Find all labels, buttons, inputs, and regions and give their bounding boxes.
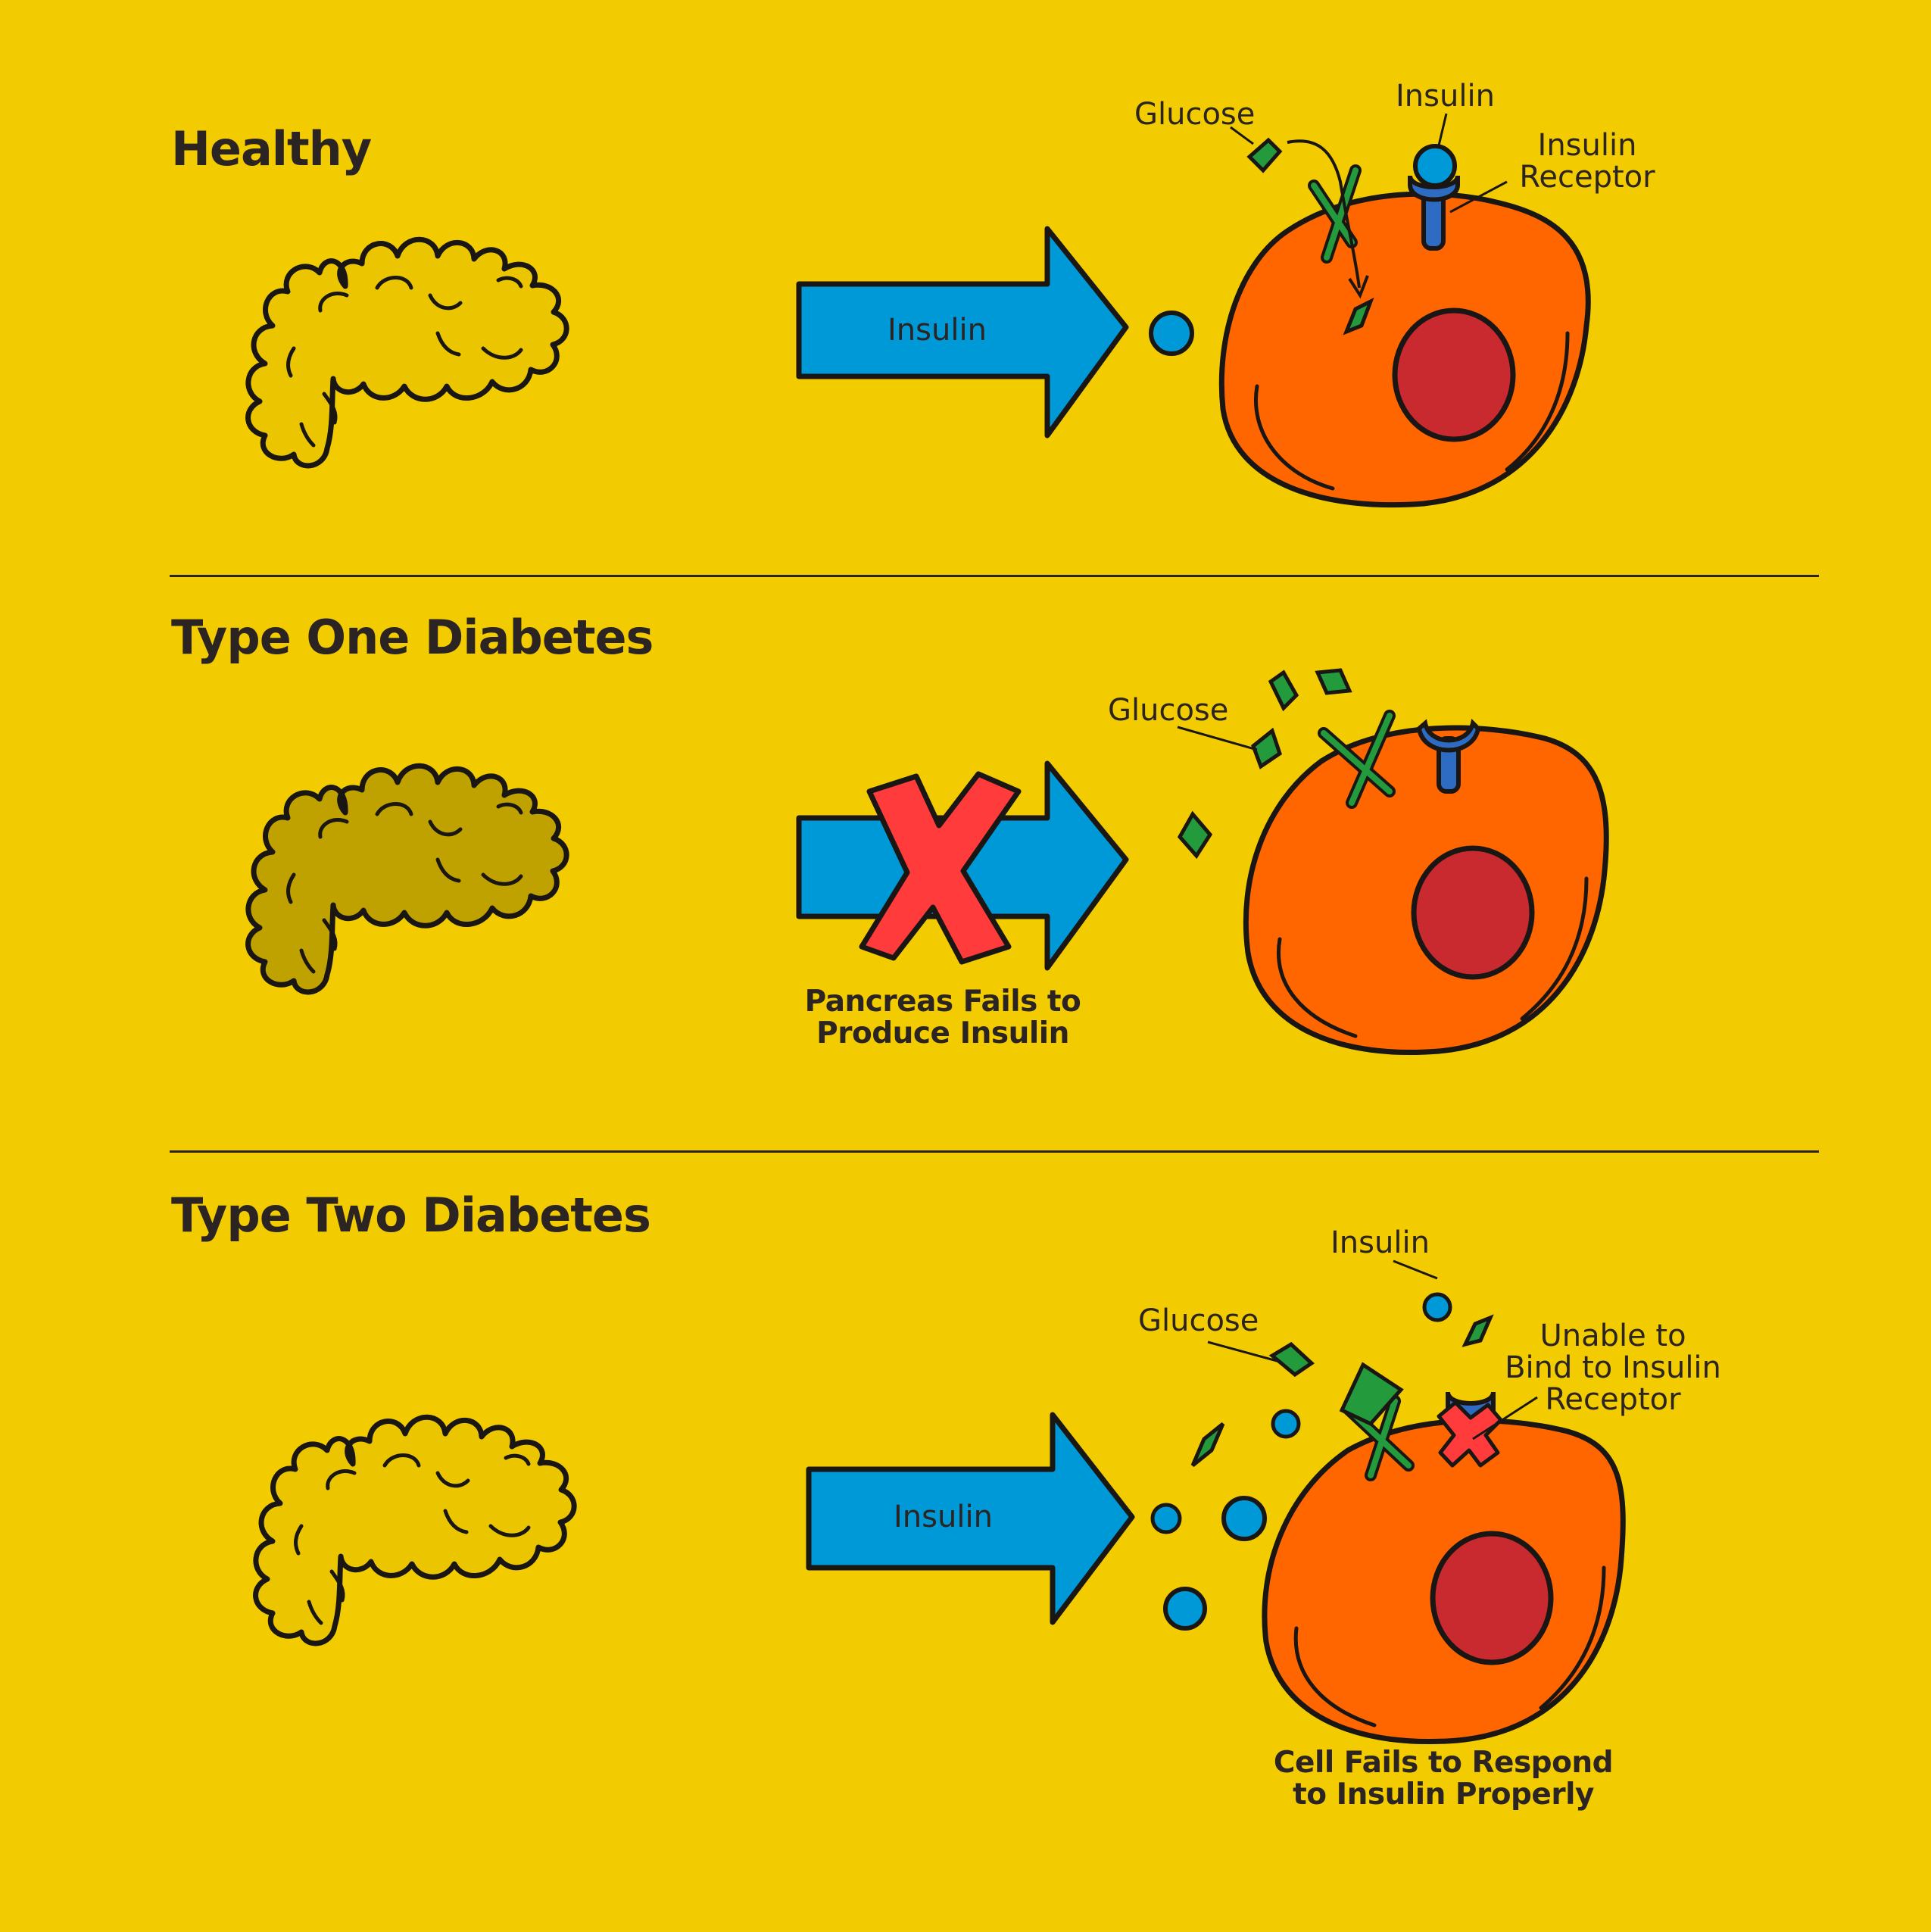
- type-two-glucose-2: [1190, 1422, 1225, 1467]
- type-two-glucose-transporter: [1339, 1362, 1415, 1481]
- type-two-caption-line1: Cell Fails to Respond: [1273, 1746, 1614, 1780]
- type-two-bind-label: Unable to Bind to Insulin Receptor: [1492, 1320, 1734, 1415]
- type-two-insulin-molecule-1: [1150, 1503, 1182, 1534]
- stuck-glucose: [1339, 1362, 1404, 1427]
- healthy-glucose-transporter: [1308, 164, 1362, 264]
- type-two-insulin-leader: [1393, 1259, 1438, 1280]
- type-two-insulin-molecule-3: [1163, 1587, 1207, 1631]
- glucose-path-arrow: [1287, 139, 1361, 289]
- healthy-receptor-label-line2: Receptor: [1519, 160, 1655, 195]
- type-two-insulin-molecule-2: [1221, 1496, 1267, 1541]
- type-two-caption: Cell Fails to Respond to Insulin Properl…: [1262, 1747, 1625, 1811]
- healthy-receptor-label: Insulin Receptor: [1511, 130, 1663, 193]
- type-one-caption-line1: Pancreas Fails to: [804, 985, 1081, 1019]
- healthy-glucose-outside: [1246, 137, 1283, 173]
- healthy-insulin-arrow: [796, 226, 1129, 439]
- type-one-glucose-leader: [1177, 726, 1258, 751]
- type-two-title: Type Two Diabetes: [171, 1188, 651, 1243]
- healthy-receptor-leader: [1449, 180, 1508, 214]
- type-two-insulin-arrow: [806, 1412, 1135, 1625]
- type-two-glucose-3: [1462, 1314, 1494, 1347]
- type-two-glucose-label: Glucose: [1138, 1303, 1259, 1338]
- section-divider-2: [170, 1150, 1819, 1153]
- type-two-glucose-1: [1268, 1341, 1315, 1378]
- type-one-caption: Pancreas Fails to Produce Insulin: [791, 986, 1094, 1050]
- type-two-nucleus: [1430, 1531, 1554, 1665]
- healthy-arrow-label: Insulin: [888, 313, 987, 348]
- healthy-pancreas: [248, 239, 567, 466]
- type-two-glucose-leader: [1207, 1341, 1281, 1363]
- type-two-insulin-label: Insulin: [1330, 1225, 1430, 1260]
- type-two-bind-label-line2: Bind to Insulin: [1505, 1350, 1721, 1385]
- type-one-glucose-1: [1251, 727, 1282, 769]
- healthy-insulin-receptor: [1408, 144, 1460, 251]
- section-divider-1: [170, 575, 1819, 577]
- healthy-insulin-molecule: [1149, 311, 1194, 356]
- type-two-bind-leader: [1472, 1396, 1538, 1440]
- type-two-blocked-receptor: [1437, 1391, 1503, 1468]
- type-one-caption-line2: Produce Insulin: [816, 1016, 1069, 1050]
- healthy-receptor-label-line1: Insulin: [1537, 128, 1637, 163]
- type-two-bind-label-line3: Receptor: [1545, 1382, 1681, 1417]
- healthy-title: Healthy: [171, 121, 372, 176]
- type-one-glucose-transporter: [1318, 710, 1396, 809]
- healthy-cell: [1218, 191, 1591, 508]
- type-two-insulin-molecule-4: [1271, 1409, 1301, 1439]
- type-one-title: Type One Diabetes: [171, 610, 654, 665]
- healthy-nucleus: [1392, 307, 1516, 442]
- type-two-caption-line2: to Insulin Properly: [1293, 1778, 1594, 1812]
- healthy-insulin-leader: [1437, 113, 1448, 146]
- healthy-glucose-inside: [1343, 297, 1374, 336]
- type-one-glucose-3: [1315, 668, 1352, 695]
- type-one-block-x: [859, 771, 1022, 965]
- healthy-glucose-label: Glucose: [1134, 97, 1256, 132]
- type-one-glucose-label: Glucose: [1108, 693, 1229, 728]
- type-two-arrow-label: Insulin: [894, 1500, 993, 1534]
- type-one-empty-receptor: [1416, 719, 1481, 794]
- type-one-glucose-2: [1268, 669, 1299, 712]
- bound-insulin-molecule: [1413, 144, 1457, 188]
- type-one-nucleus: [1411, 845, 1535, 980]
- type-one-pancreas: [248, 766, 567, 992]
- type-one-cell: [1243, 725, 1609, 1056]
- type-two-pancreas: [256, 1417, 575, 1643]
- type-two-bind-label-line1: Unable to: [1539, 1319, 1686, 1353]
- type-one-glucose-4: [1177, 810, 1213, 860]
- type-two-cell: [1262, 1418, 1626, 1745]
- healthy-glucose-leader: [1230, 126, 1254, 145]
- type-two-insulin-molecule-5: [1422, 1292, 1452, 1322]
- healthy-insulin-label: Insulin: [1396, 79, 1495, 114]
- receptor-block-x: [1437, 1400, 1503, 1468]
